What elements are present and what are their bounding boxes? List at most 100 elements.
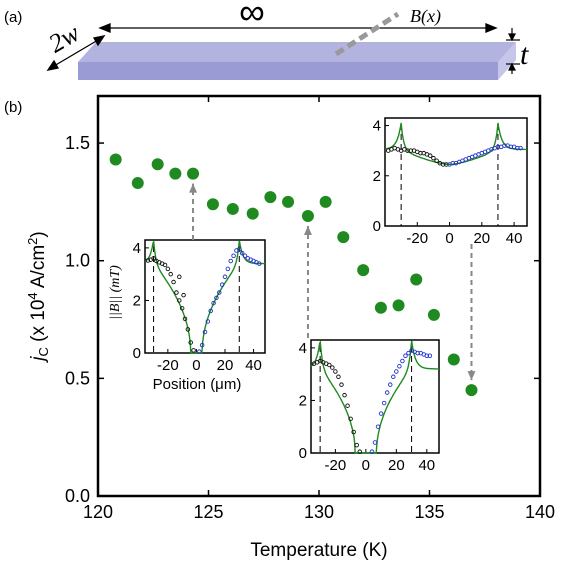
inset-data-point bbox=[217, 290, 222, 295]
inset-y-tick-label: 0 bbox=[299, 445, 307, 462]
data-point bbox=[392, 299, 405, 312]
width-label: 2w bbox=[44, 18, 85, 59]
x-tick-label: 120 bbox=[83, 502, 113, 522]
inset-y-tick-label: 2 bbox=[133, 292, 141, 309]
inset-data-point bbox=[181, 292, 186, 298]
inset-arrow-head bbox=[303, 226, 312, 235]
inset-x-axis-label: Position (μm) bbox=[153, 376, 242, 393]
inset-data-point bbox=[191, 348, 196, 353]
panel-a-label: (a) bbox=[4, 9, 22, 26]
inset-x-tick-label: 0 bbox=[192, 357, 200, 374]
inset-data-point bbox=[174, 290, 179, 295]
inset-data-point bbox=[369, 449, 375, 454]
data-point bbox=[109, 153, 122, 166]
inset-x-tick-label: 20 bbox=[388, 457, 405, 474]
inset-data-point bbox=[168, 271, 173, 277]
inset-x-tick-label: -20 bbox=[325, 457, 347, 474]
main-plot: 120 125 130 135 140 0.0 0.5 1.0 1.5 Temperature (… bbox=[25, 94, 555, 561]
inset-x-tick-label: 0 bbox=[445, 230, 453, 247]
inset-y-tick-label: 2 bbox=[299, 392, 307, 409]
strip-top-face bbox=[78, 42, 516, 62]
inset-data-point bbox=[257, 261, 262, 266]
inset-data-point bbox=[387, 382, 393, 387]
data-point bbox=[301, 210, 314, 222]
inset-data-point bbox=[231, 253, 236, 259]
inset-data-point bbox=[381, 400, 387, 406]
inset-data-point bbox=[237, 246, 242, 252]
x-tick-label: 125 bbox=[193, 502, 223, 522]
inset-x-tick-label: -20 bbox=[406, 230, 428, 247]
inset-data-point bbox=[415, 350, 420, 356]
inset-y-tick-label: 4 bbox=[299, 340, 307, 357]
infinity-label: ∞ bbox=[239, 0, 265, 32]
inset-data-point bbox=[333, 369, 338, 374]
inset-data-point bbox=[400, 358, 405, 364]
inset-data-point bbox=[182, 316, 188, 322]
y-tick-label: 0.5 bbox=[65, 368, 90, 388]
y-axis-label-part: (x 10 bbox=[28, 300, 49, 348]
inset-frame bbox=[384, 117, 528, 227]
inset-data-point bbox=[327, 362, 332, 368]
inset-data-point bbox=[375, 424, 381, 429]
inset-data-point bbox=[228, 258, 233, 264]
inset-arrow-head bbox=[467, 371, 476, 381]
y-axis-label: jC (x 104 A/cm2) bbox=[25, 231, 51, 363]
inset-data-point bbox=[378, 411, 384, 416]
inset-x-tick-label: 40 bbox=[245, 357, 262, 374]
inset-data-point bbox=[372, 440, 378, 445]
x-axis-label: Temperature (K) bbox=[250, 540, 387, 561]
inset-y-tick-label: 4 bbox=[373, 118, 381, 135]
inset-y-tick-label: 4 bbox=[133, 240, 141, 257]
data-point bbox=[447, 353, 460, 366]
data-point bbox=[357, 264, 370, 277]
inset-data-point bbox=[351, 429, 356, 435]
inset-data-point bbox=[406, 350, 411, 356]
x-tick-label: 135 bbox=[414, 502, 444, 522]
inset-data-point bbox=[185, 327, 191, 332]
inset-data-point bbox=[434, 158, 439, 163]
y-axis-label-part: j bbox=[28, 356, 49, 364]
field-label: B(x) bbox=[410, 6, 441, 27]
inset-data-point bbox=[145, 258, 151, 263]
inset-right: -20 0 20 40 0 2 4 bbox=[373, 117, 528, 247]
thickness-marker bbox=[506, 28, 520, 74]
inset-data-point bbox=[177, 274, 182, 280]
inset-data-point bbox=[384, 390, 390, 395]
inset-data-point bbox=[214, 295, 219, 301]
inset-data-point bbox=[225, 266, 231, 272]
inset-data-point bbox=[391, 374, 396, 380]
inset-data-point bbox=[205, 319, 211, 324]
data-point bbox=[427, 308, 440, 321]
data-point bbox=[206, 198, 219, 211]
panel-a-schematic: (a) ∞ 2w B(x) t bbox=[4, 0, 529, 80]
inset-data-point bbox=[427, 353, 433, 359]
width-arrow bbox=[46, 35, 106, 71]
inset-data-point bbox=[208, 308, 213, 314]
data-point bbox=[264, 191, 277, 204]
inset-data-point bbox=[342, 392, 347, 398]
inset-x-tick-label: 0 bbox=[362, 457, 370, 474]
inset-model-curve bbox=[310, 340, 439, 454]
inset-data-point bbox=[177, 298, 182, 303]
inset-x-tick-label: 40 bbox=[418, 457, 435, 474]
data-point bbox=[374, 301, 387, 314]
inset-data-point bbox=[339, 382, 344, 387]
inset-data-point bbox=[202, 329, 208, 335]
inset-data-point bbox=[179, 306, 185, 311]
inset-data-point bbox=[518, 145, 523, 151]
inset-data-point bbox=[394, 369, 399, 374]
y-axis-label-part: 2 bbox=[25, 238, 40, 245]
data-point bbox=[319, 195, 332, 208]
y-axis-label-part: 4 bbox=[25, 292, 40, 299]
y-tick-label: 0.0 bbox=[65, 486, 90, 506]
inset-data-point bbox=[165, 266, 171, 272]
inset-data-point bbox=[431, 155, 436, 161]
inset-y-tick-label: 0 bbox=[373, 218, 381, 235]
y-axis-label-part: C bbox=[36, 347, 51, 356]
inset-x-tick-label: -20 bbox=[157, 357, 179, 374]
inset-data-point bbox=[199, 342, 205, 348]
inset-data-point bbox=[357, 449, 363, 454]
inset-middle: -20 0 20 40 0 2 4 bbox=[299, 339, 440, 474]
inset-y-tick-label: 0 bbox=[133, 345, 141, 362]
inset-data-point bbox=[242, 253, 248, 259]
